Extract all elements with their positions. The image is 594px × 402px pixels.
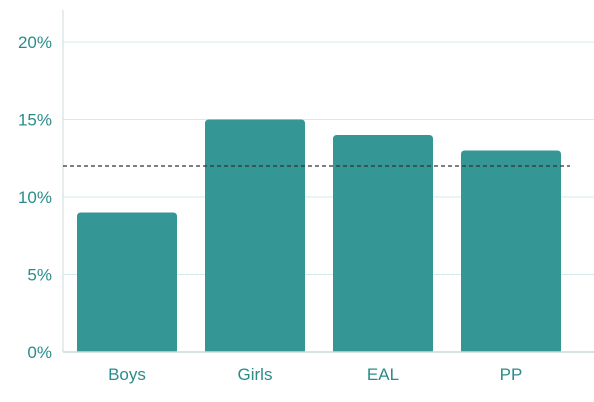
x-tick-label: Girls bbox=[238, 365, 273, 384]
x-tick-label: EAL bbox=[367, 365, 399, 384]
y-tick-label: 0% bbox=[27, 343, 52, 362]
y-tick-label: 15% bbox=[18, 111, 52, 130]
x-tick-label: PP bbox=[500, 365, 523, 384]
y-tick-label: 5% bbox=[27, 266, 52, 285]
y-tick-label: 10% bbox=[18, 188, 52, 207]
bar-eal bbox=[333, 135, 433, 352]
bar-boys bbox=[77, 212, 177, 352]
bar-pp bbox=[461, 150, 561, 352]
bar-girls bbox=[205, 119, 305, 352]
y-tick-label: 20% bbox=[18, 33, 52, 52]
x-tick-label: Boys bbox=[108, 365, 146, 384]
